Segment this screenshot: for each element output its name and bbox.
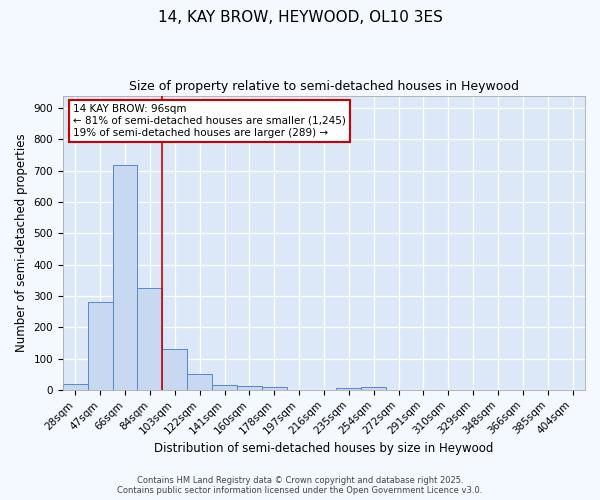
Title: Size of property relative to semi-detached houses in Heywood: Size of property relative to semi-detach… bbox=[129, 80, 519, 93]
Text: Contains HM Land Registry data © Crown copyright and database right 2025.
Contai: Contains HM Land Registry data © Crown c… bbox=[118, 476, 482, 495]
Bar bbox=[113, 166, 137, 390]
Bar bbox=[63, 384, 88, 390]
Bar bbox=[212, 385, 237, 390]
Bar bbox=[163, 349, 187, 390]
Bar bbox=[237, 386, 262, 390]
Text: 14, KAY BROW, HEYWOOD, OL10 3ES: 14, KAY BROW, HEYWOOD, OL10 3ES bbox=[158, 10, 442, 25]
Bar bbox=[187, 374, 212, 390]
Text: 14 KAY BROW: 96sqm
← 81% of semi-detached houses are smaller (1,245)
19% of semi: 14 KAY BROW: 96sqm ← 81% of semi-detache… bbox=[73, 104, 346, 138]
X-axis label: Distribution of semi-detached houses by size in Heywood: Distribution of semi-detached houses by … bbox=[154, 442, 494, 455]
Y-axis label: Number of semi-detached properties: Number of semi-detached properties bbox=[15, 134, 28, 352]
Bar bbox=[337, 388, 361, 390]
Bar bbox=[137, 288, 163, 390]
Bar bbox=[88, 302, 113, 390]
Bar bbox=[361, 388, 386, 390]
Bar bbox=[262, 388, 287, 390]
